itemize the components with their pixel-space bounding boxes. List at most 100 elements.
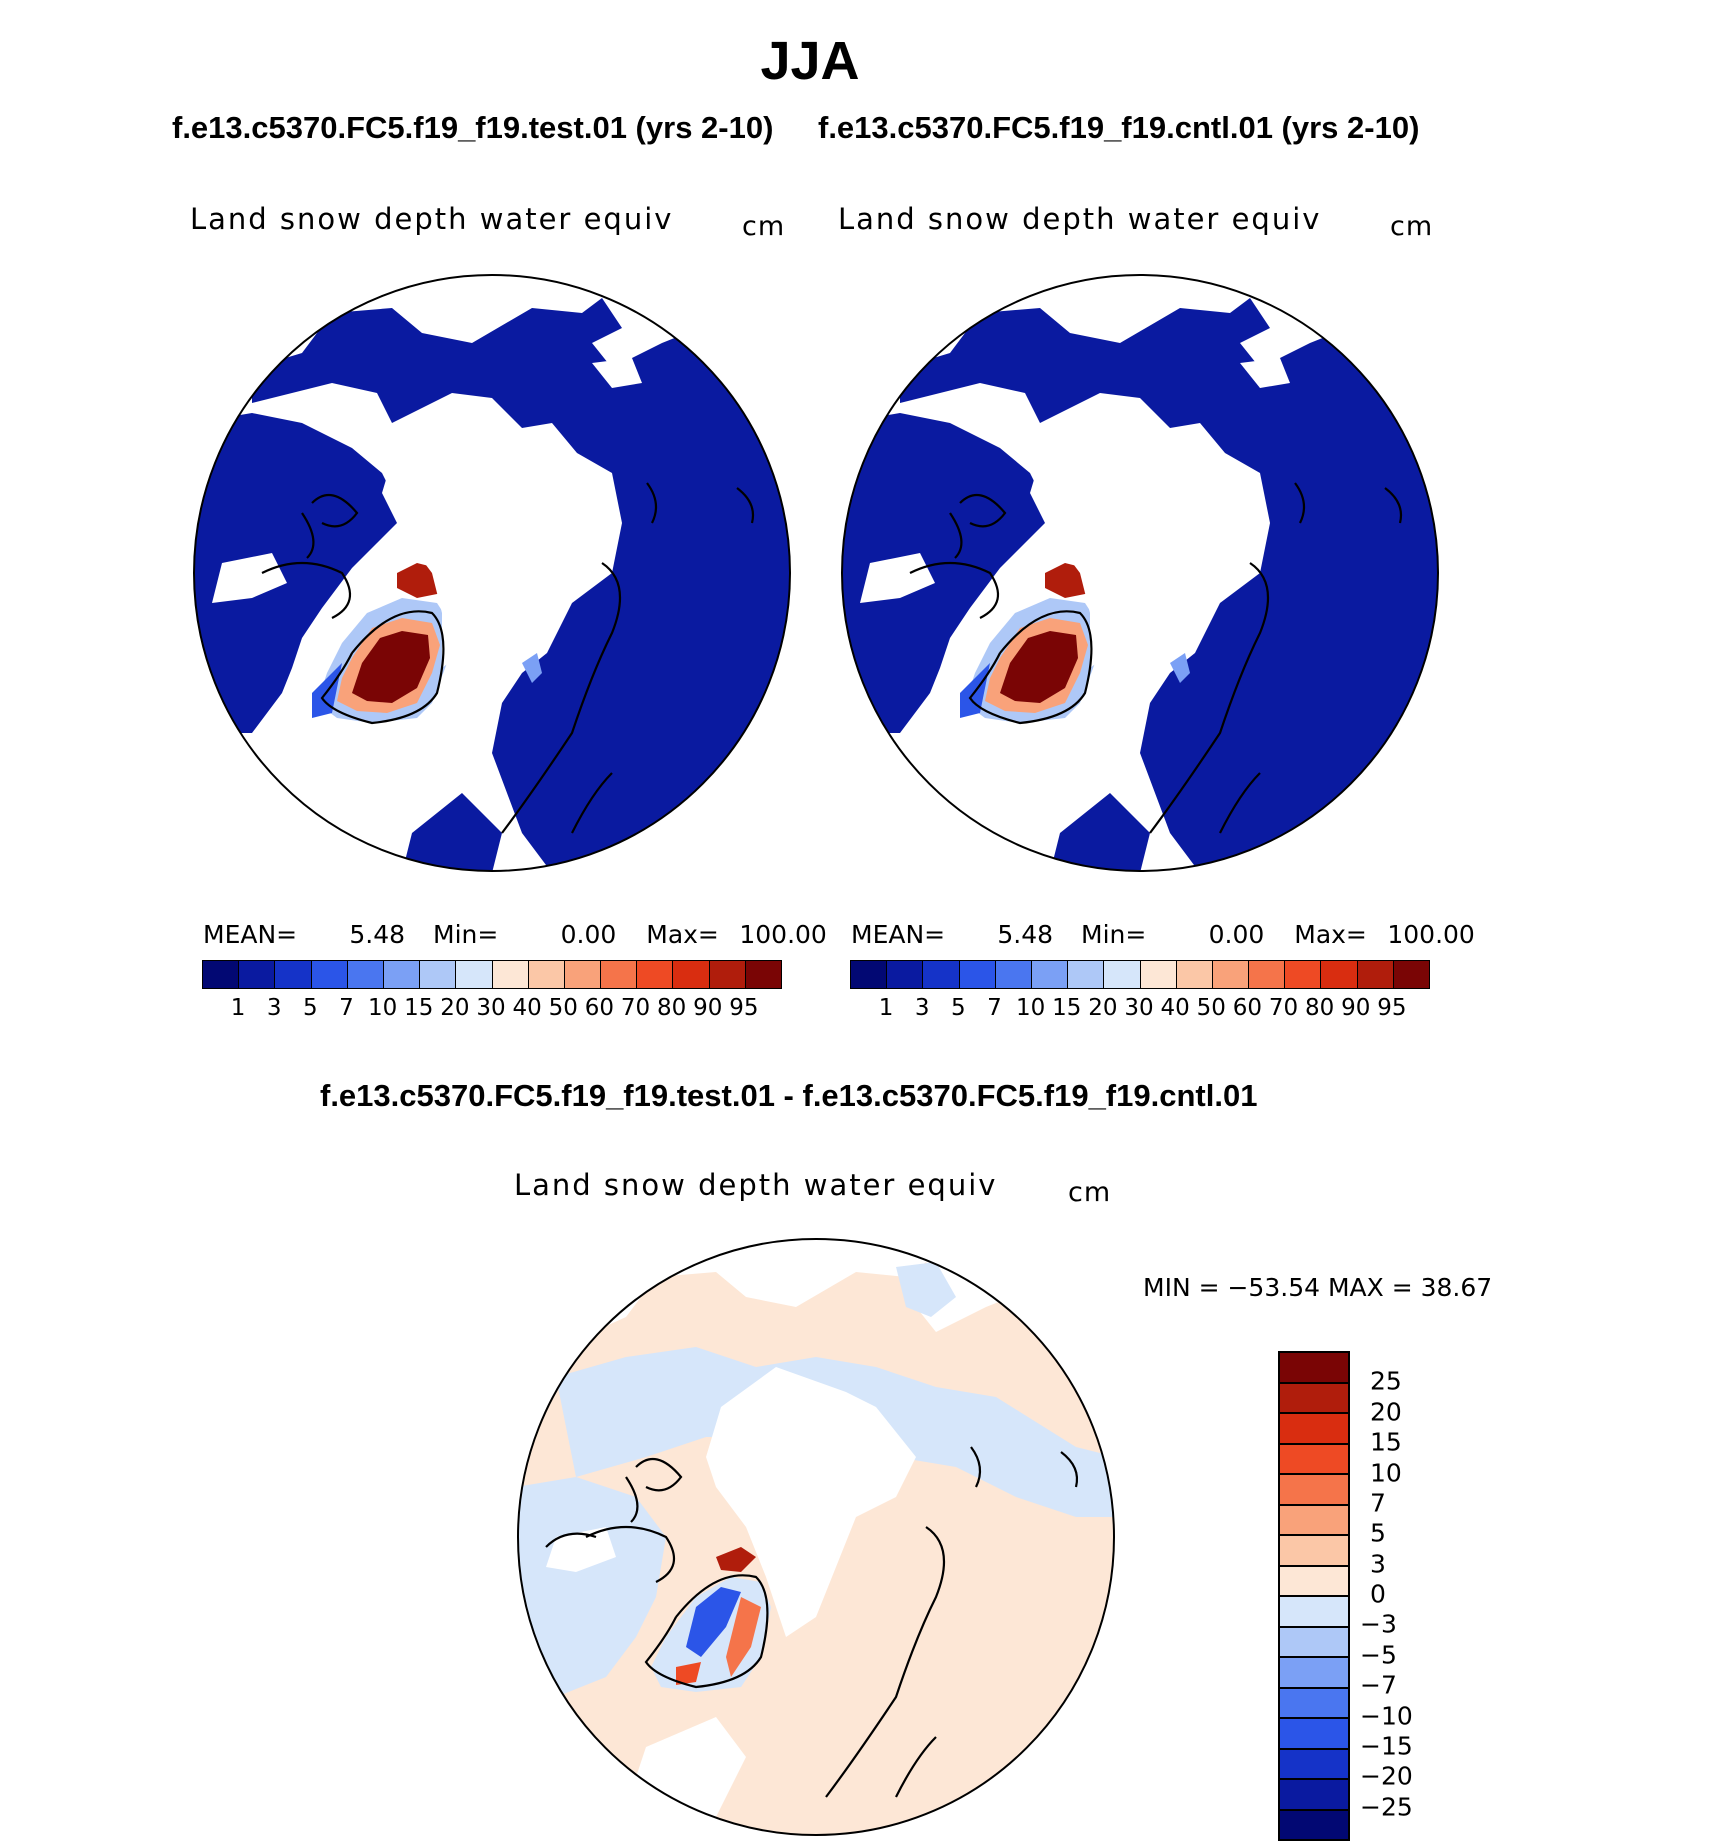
colorbar-tick-label: 25 xyxy=(1370,1366,1402,1396)
panel-test-variable: Land snow depth water equiv xyxy=(190,202,674,236)
colorbar-swatch xyxy=(1176,961,1213,988)
colorbar-tick-label: 95 xyxy=(729,995,759,1021)
colorbar-swatch xyxy=(1393,961,1429,988)
diff-stats: MIN = −53.54 MAX = 38.67 xyxy=(1143,1273,1493,1302)
colorbar-swatch xyxy=(1357,961,1394,988)
panel-cntl-variable: Land snow depth water equiv xyxy=(838,202,1322,236)
map-cntl xyxy=(841,274,1439,872)
colorbar-tick-label: 10 xyxy=(367,995,398,1021)
colorbar-tick-label: −10 xyxy=(1360,1701,1413,1730)
panel-cntl-stats: MEAN= 5.48 Min= 0.00 Max= 100.00 xyxy=(851,920,1475,949)
colorbar-swatch xyxy=(239,961,276,988)
colorbar-tick-label: 15 xyxy=(1052,995,1082,1021)
colorbar-tick-label: 70 xyxy=(1268,995,1299,1021)
colorbar-swatch xyxy=(1249,961,1286,988)
colorbar-swatch xyxy=(1280,1353,1348,1384)
colorbar-swatch xyxy=(1280,1810,1348,1839)
colorbar-swatch xyxy=(1280,1719,1348,1750)
colorbar-swatch xyxy=(1280,1627,1348,1658)
colorbar-cntl xyxy=(850,960,1430,989)
colorbar-tick-label: −3 xyxy=(1360,1609,1397,1639)
colorbar-swatch xyxy=(709,961,746,988)
colorbar-swatch xyxy=(1280,1566,1348,1597)
colorbar-tick-label: 15 xyxy=(404,995,434,1021)
colorbar-tick-label: −20 xyxy=(1360,1761,1413,1791)
colorbar-tick-label: 5 xyxy=(1370,1518,1386,1548)
colorbar-diff-labels: 25 20 15 10 7 5 3 0 −3 −5 −7 −10 −15 −20 −25 xyxy=(1360,1351,1440,1837)
colorbar-tick-label: 5 xyxy=(951,995,966,1021)
colorbar-swatch xyxy=(564,961,602,988)
colorbar-swatch xyxy=(1280,1444,1348,1475)
colorbar-swatch xyxy=(1068,961,1105,988)
colorbar-tick-label: −25 xyxy=(1360,1792,1413,1822)
colorbar-swatch xyxy=(745,961,781,988)
colorbar-tick-label: 60 xyxy=(1232,995,1263,1021)
diff-variable: Land snow depth water equiv xyxy=(514,1168,998,1202)
colorbar-swatch xyxy=(1031,961,1069,988)
mean-label: MEAN= xyxy=(203,920,298,949)
max-value: 100.00 xyxy=(739,920,827,949)
colorbar-swatch xyxy=(528,961,565,988)
mean-value: 5.48 xyxy=(997,920,1054,949)
colorbar-swatch xyxy=(420,961,457,988)
min-value: 0.00 xyxy=(1208,920,1265,949)
colorbar-tick-label: 3 xyxy=(914,995,930,1021)
colorbar-swatch xyxy=(456,961,493,988)
colorbar-tick-label: 7 xyxy=(339,995,354,1021)
min-value: 0.00 xyxy=(560,920,617,949)
subtitle-test: f.e13.c5370.FC5.f19_f19.test.01 (yrs 2-1… xyxy=(172,110,774,145)
colorbar-swatch xyxy=(1280,1383,1348,1414)
colorbar-tick-label: 50 xyxy=(1196,995,1226,1021)
colorbar-tick-label: 20 xyxy=(440,995,470,1021)
main-title: JJA xyxy=(760,31,860,91)
colorbar-tick-label: 15 xyxy=(1370,1427,1402,1457)
colorbar-swatch xyxy=(203,961,240,988)
colorbar-swatch xyxy=(1285,961,1322,988)
colorbar-swatch xyxy=(275,961,312,988)
colorbar-tick-label: 90 xyxy=(693,995,723,1021)
mean-label: MEAN= xyxy=(851,920,946,949)
colorbar-tick-label: 3 xyxy=(1370,1549,1386,1579)
colorbar-swatch xyxy=(887,961,924,988)
colorbar-swatch xyxy=(383,961,421,988)
colorbar-swatch xyxy=(995,961,1032,988)
colorbar-swatch xyxy=(1321,961,1358,988)
colorbar-tick-label: 60 xyxy=(584,995,615,1021)
diff-subtitle: f.e13.c5370.FC5.f19_f19.test.01 - f.e13.… xyxy=(320,1078,1258,1113)
colorbar-tick-label: 40 xyxy=(1160,995,1190,1021)
colorbar-swatch xyxy=(1280,1688,1348,1719)
mean-value: 5.48 xyxy=(349,920,406,949)
colorbar-tick-label: 3 xyxy=(266,995,282,1021)
colorbar-tick-label: 70 xyxy=(620,995,651,1021)
colorbar-tick-label: 30 xyxy=(476,995,506,1021)
colorbar-swatch xyxy=(1104,961,1141,988)
colorbar-swatch xyxy=(1280,1505,1348,1536)
colorbar-tick-label: 80 xyxy=(1304,995,1335,1021)
subtitle-cntl: f.e13.c5370.FC5.f19_f19.cntl.01 (yrs 2-1… xyxy=(818,110,1420,145)
colorbar-swatch xyxy=(1212,961,1250,988)
colorbar-tick-label: 20 xyxy=(1088,995,1118,1021)
colorbar-swatch xyxy=(637,961,674,988)
colorbar-tick-label: 1 xyxy=(230,995,246,1021)
colorbar-tick-label: 10 xyxy=(1370,1458,1402,1487)
panel-cntl-units: cm xyxy=(1390,211,1434,242)
colorbar-test xyxy=(202,960,782,989)
min-label: Min= xyxy=(1081,920,1147,949)
colorbar-tick-label: 30 xyxy=(1124,995,1154,1021)
colorbar-tick-label: −7 xyxy=(1360,1670,1397,1700)
panel-test-stats: MEAN= 5.48 Min= 0.00 Max= 100.00 xyxy=(203,920,827,949)
colorbar-tick-label: 80 xyxy=(656,995,687,1021)
colorbar-tick-label: 1 xyxy=(878,995,894,1021)
colorbar-tick-label: −5 xyxy=(1360,1640,1397,1670)
colorbar-swatch xyxy=(1280,1749,1348,1780)
colorbar-swatch xyxy=(601,961,638,988)
colorbar-tick-label: 40 xyxy=(512,995,542,1021)
colorbar-tick-label: 90 xyxy=(1341,995,1371,1021)
colorbar-swatch xyxy=(347,961,384,988)
max-value: 100.00 xyxy=(1387,920,1475,949)
colorbar-tick-label: 7 xyxy=(1370,1488,1386,1518)
colorbar-tick-label: 20 xyxy=(1370,1397,1402,1427)
colorbar-tick-label: 95 xyxy=(1377,995,1407,1021)
colorbar-swatch xyxy=(311,961,348,988)
colorbar-swatch xyxy=(1280,1597,1348,1628)
